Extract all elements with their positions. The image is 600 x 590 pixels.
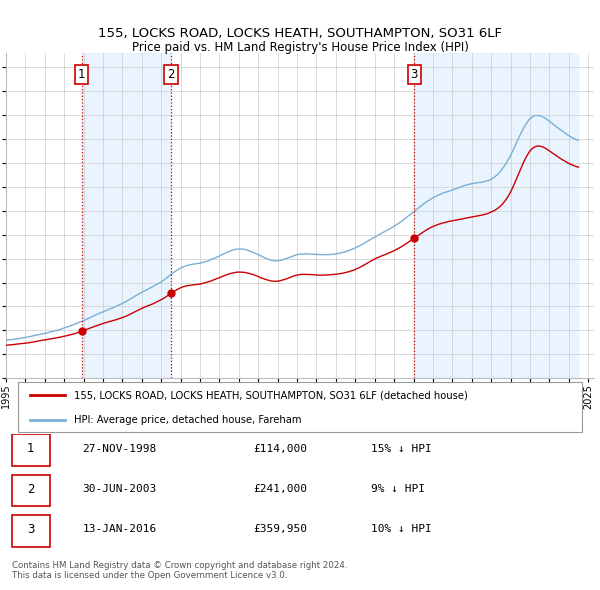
- Text: Price paid vs. HM Land Registry's House Price Index (HPI): Price paid vs. HM Land Registry's House …: [131, 41, 469, 54]
- Text: 13-JAN-2016: 13-JAN-2016: [82, 525, 157, 535]
- FancyBboxPatch shape: [12, 515, 50, 546]
- Text: 2: 2: [167, 68, 175, 81]
- Bar: [82, 53, 171, 378]
- Text: £359,950: £359,950: [253, 525, 307, 535]
- Text: 27-NOV-1998: 27-NOV-1998: [82, 444, 157, 454]
- Text: 1: 1: [78, 68, 85, 81]
- FancyBboxPatch shape: [12, 475, 50, 506]
- Text: 10% ↓ HPI: 10% ↓ HPI: [371, 525, 431, 535]
- Text: 30-JUN-2003: 30-JUN-2003: [82, 484, 157, 494]
- Text: HPI: Average price, detached house, Fareham: HPI: Average price, detached house, Fare…: [74, 415, 301, 425]
- Text: 155, LOCKS ROAD, LOCKS HEATH, SOUTHAMPTON, SO31 6LF (detached house): 155, LOCKS ROAD, LOCKS HEATH, SOUTHAMPTO…: [74, 390, 467, 400]
- Text: 3: 3: [410, 68, 418, 81]
- Text: 1: 1: [27, 442, 34, 455]
- Text: Contains HM Land Registry data © Crown copyright and database right 2024.
This d: Contains HM Land Registry data © Crown c…: [12, 561, 347, 581]
- Text: 15% ↓ HPI: 15% ↓ HPI: [371, 444, 431, 454]
- Text: £241,000: £241,000: [253, 484, 307, 494]
- Text: £114,000: £114,000: [253, 444, 307, 454]
- Text: 9% ↓ HPI: 9% ↓ HPI: [371, 484, 425, 494]
- FancyBboxPatch shape: [12, 434, 50, 466]
- Text: 3: 3: [27, 523, 34, 536]
- Text: 155, LOCKS ROAD, LOCKS HEATH, SOUTHAMPTON, SO31 6LF: 155, LOCKS ROAD, LOCKS HEATH, SOUTHAMPTO…: [98, 27, 502, 40]
- Bar: [415, 53, 578, 378]
- FancyBboxPatch shape: [18, 382, 582, 432]
- Text: 2: 2: [27, 483, 34, 496]
